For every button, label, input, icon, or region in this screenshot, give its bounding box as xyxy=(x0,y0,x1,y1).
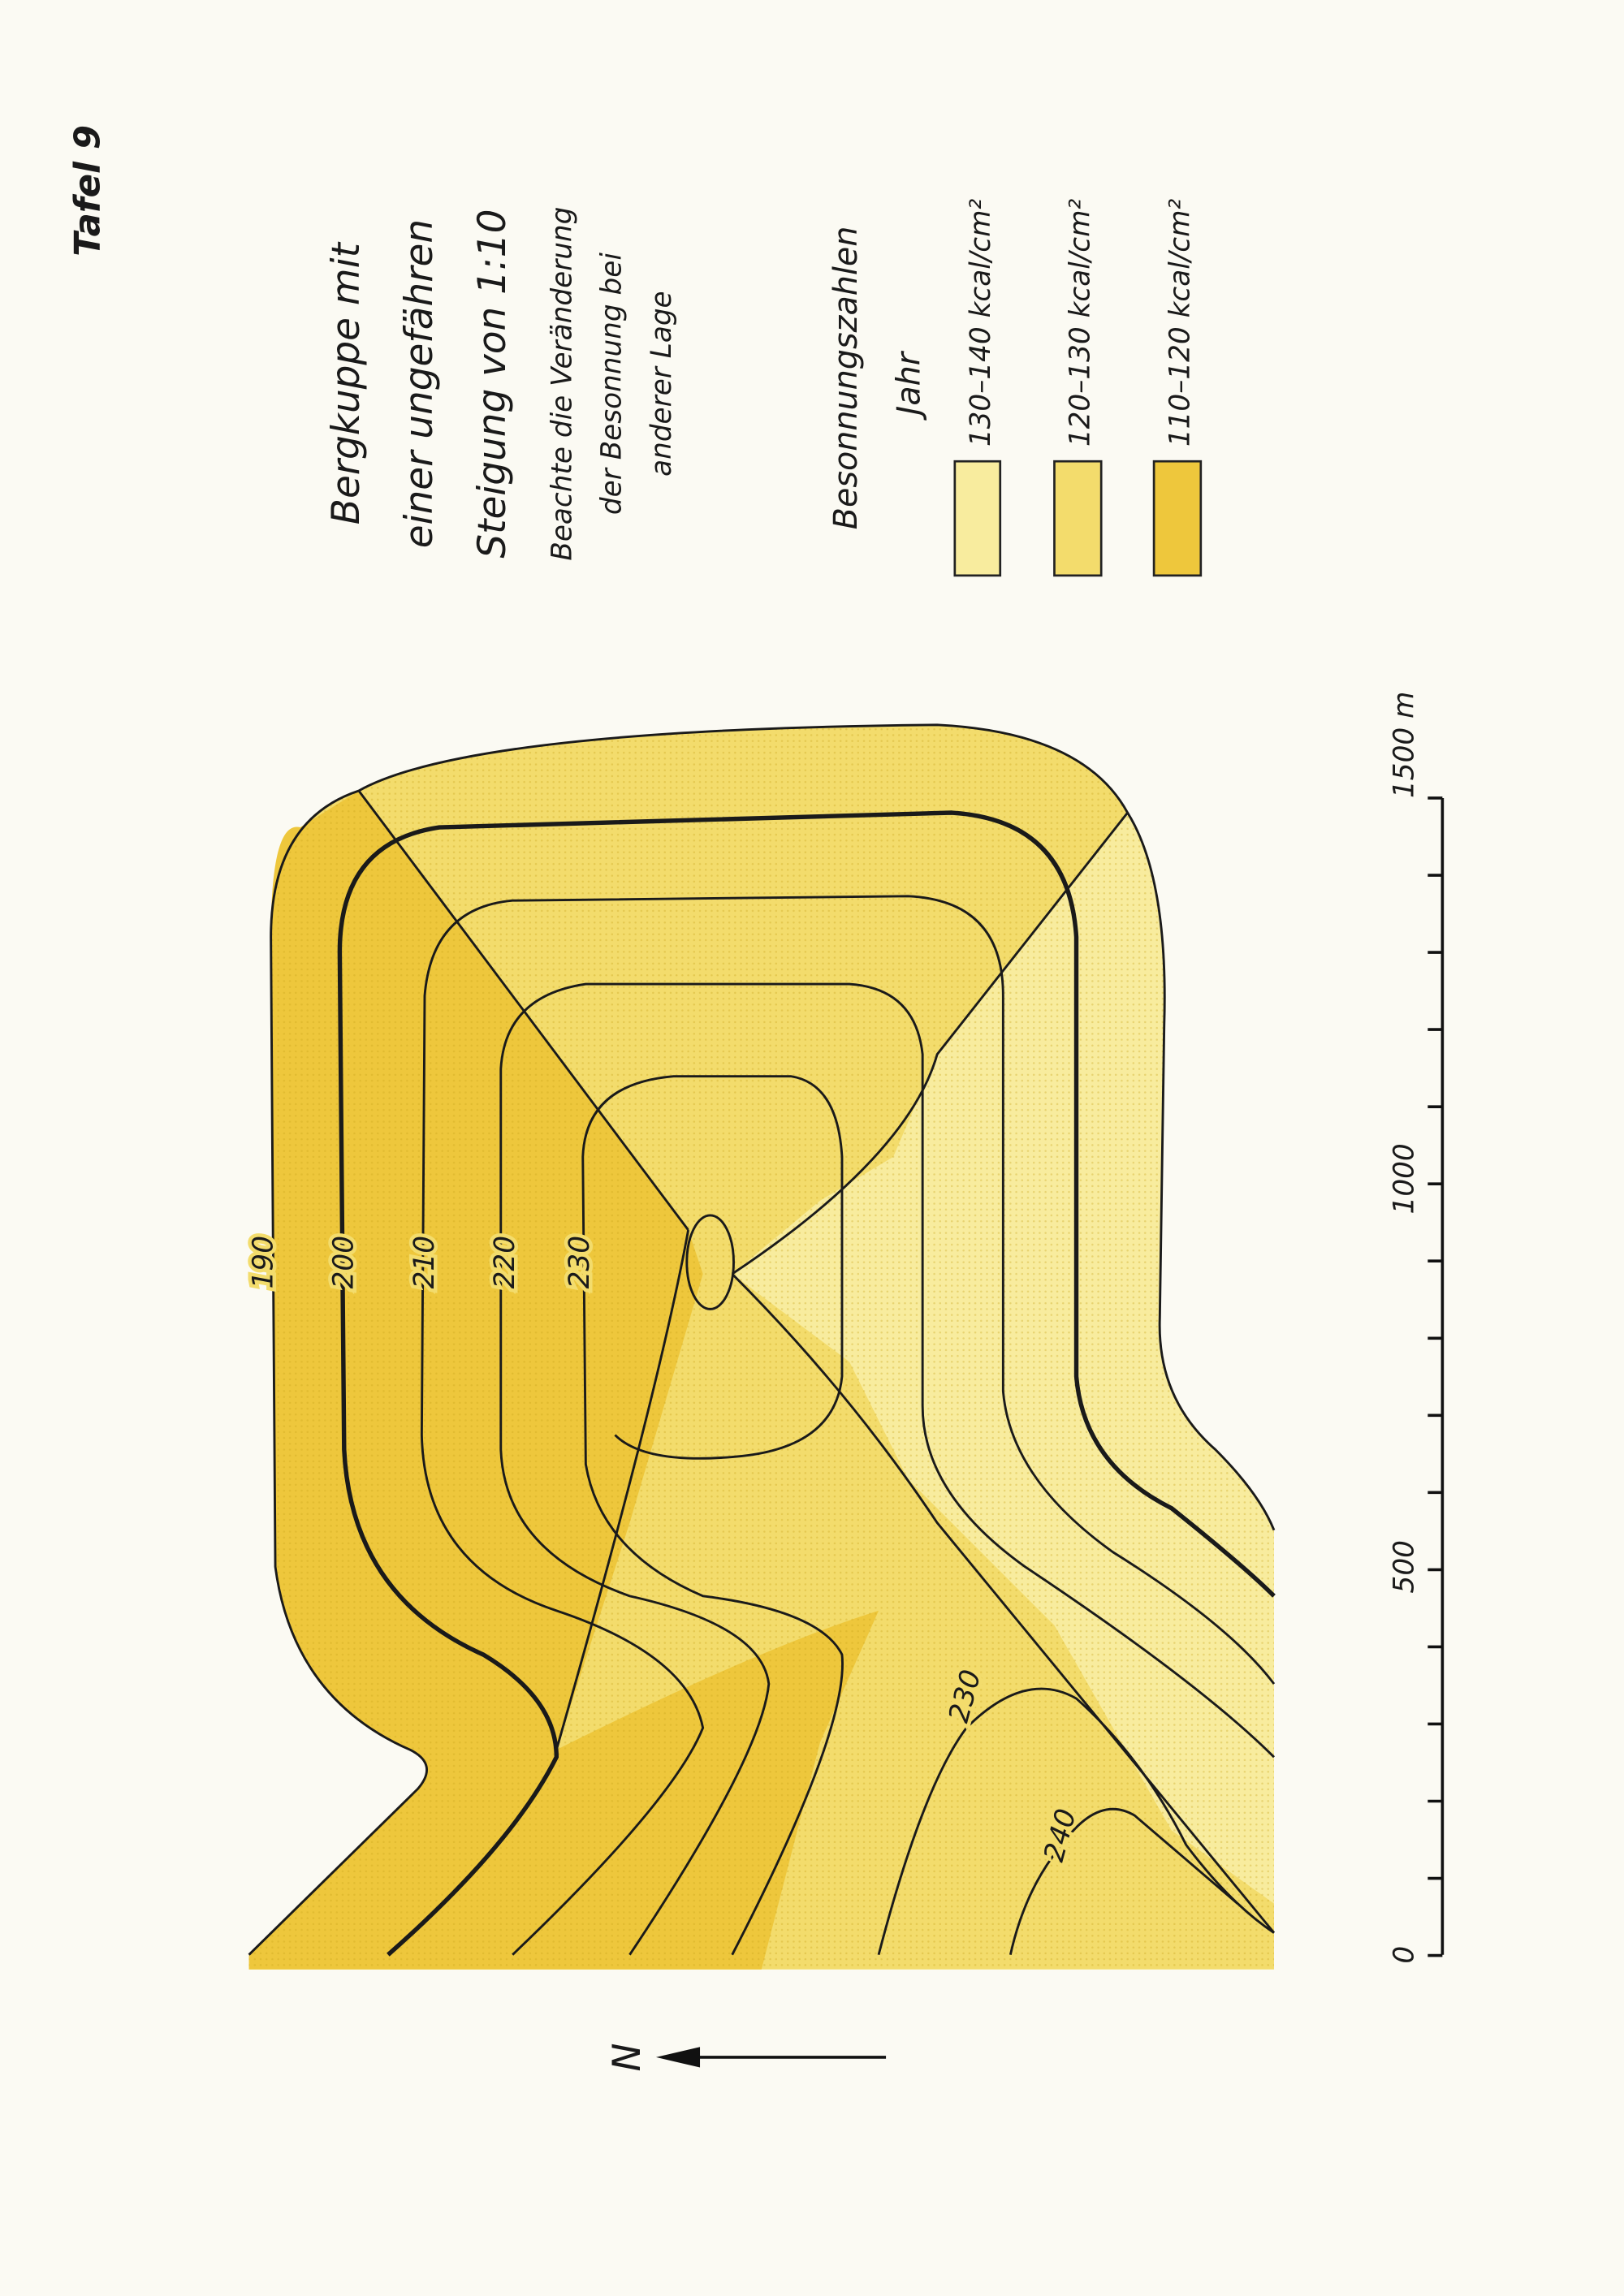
contour-label: 220 xyxy=(489,1236,521,1288)
contour-label: 210 xyxy=(408,1236,441,1288)
texts: Tafel 9 Bergkuppe mit einer ungefähren Stei… xyxy=(68,125,1421,2072)
scale-label: 1500 m xyxy=(1388,692,1420,798)
exposure-line xyxy=(357,790,1276,1934)
north-label: N xyxy=(605,2043,650,2071)
legend-swatch xyxy=(1053,460,1103,577)
legend-label: 130–140 kcal/cm² xyxy=(965,198,997,447)
scale-label: 1000 xyxy=(1388,1143,1420,1214)
scale-label: 0 xyxy=(1388,1946,1420,1964)
north-arrow xyxy=(655,2047,887,2068)
note-line: Beachte die Veränderung xyxy=(546,207,578,561)
north-head xyxy=(655,2047,701,2068)
legend-label: 120–130 kcal/cm² xyxy=(1065,198,1097,447)
scale-bar xyxy=(1427,796,1445,1957)
contour-label: 200 xyxy=(328,1236,361,1288)
plate-number: Tafel 9 xyxy=(68,125,109,257)
note-line: anderer Lage xyxy=(646,291,678,477)
outline xyxy=(248,723,1276,1956)
title-line: Bergkuppe mit xyxy=(324,241,369,524)
legend-label: 110–120 kcal/cm² xyxy=(1164,198,1196,447)
legend-swatches xyxy=(953,460,1203,577)
contour-label: 230 xyxy=(564,1236,596,1288)
contour-label: 190 xyxy=(247,1236,279,1288)
scale-ticks xyxy=(1427,796,1443,1957)
contour xyxy=(877,1687,1275,1956)
contour xyxy=(499,982,1276,1956)
title-line: Steigung von 1:10 xyxy=(470,209,515,559)
summit xyxy=(685,1214,735,1310)
title-line: einer ungefähren xyxy=(397,219,442,548)
contour xyxy=(420,895,1276,1956)
legend-swatch xyxy=(1152,460,1203,577)
note-line: der Besonnung bei xyxy=(596,252,628,515)
scale-label: 500 xyxy=(1388,1540,1420,1593)
legend-title: Besonnungszahlen xyxy=(827,227,865,530)
texture xyxy=(248,724,1274,1970)
map xyxy=(248,723,1276,1970)
contour xyxy=(337,810,1276,1957)
contour xyxy=(1009,1807,1238,1956)
contour xyxy=(581,1075,844,1956)
legend-subtitle: Jahr xyxy=(891,350,928,421)
legend-swatch xyxy=(953,460,1002,577)
